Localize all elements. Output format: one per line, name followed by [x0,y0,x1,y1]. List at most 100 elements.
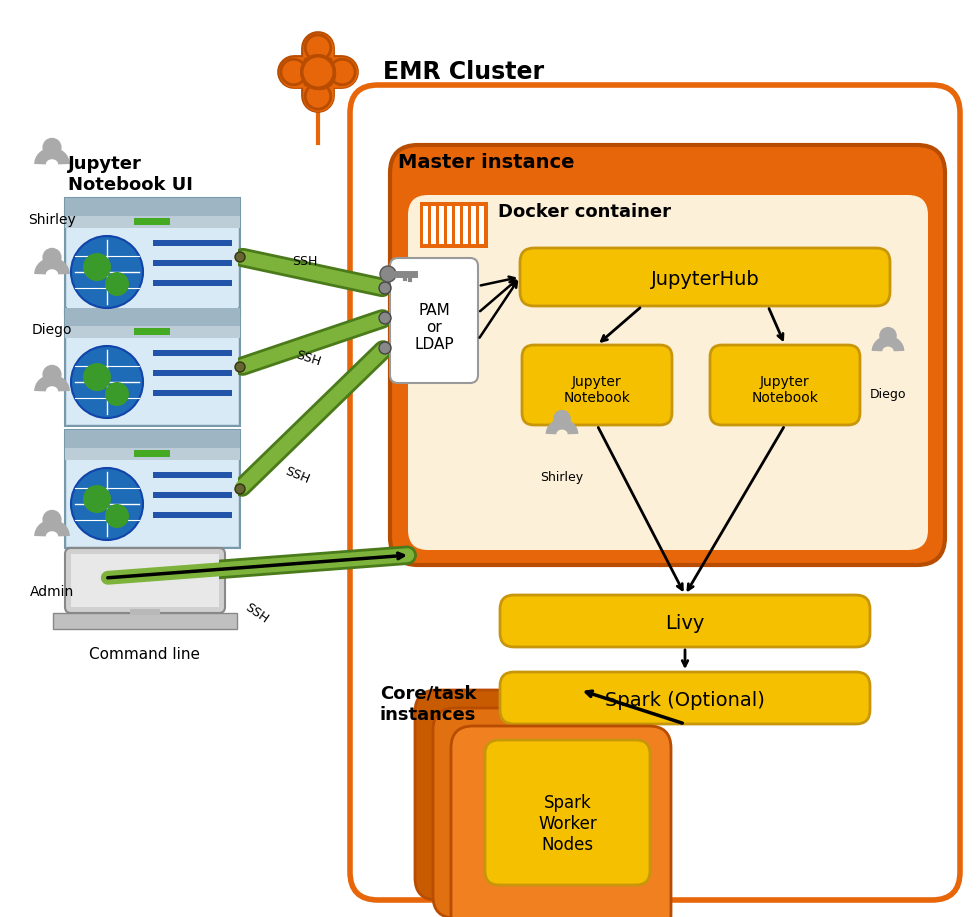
FancyBboxPatch shape [433,708,653,917]
Circle shape [83,485,111,513]
Text: Jupyter
Notebook: Jupyter Notebook [564,375,630,405]
Bar [447,206,452,244]
Bar [463,206,468,244]
FancyBboxPatch shape [390,258,478,383]
Circle shape [83,363,111,391]
Bar [53,613,237,629]
Bar [153,390,232,396]
Text: SSH: SSH [294,348,322,369]
Text: Shirley: Shirley [28,213,76,227]
Circle shape [71,346,143,418]
FancyBboxPatch shape [451,726,671,917]
Bar [65,448,240,460]
Bar [431,206,436,244]
FancyBboxPatch shape [415,690,635,900]
Bar [65,198,240,316]
Bar [65,430,240,448]
Bar [65,308,240,426]
Circle shape [380,266,396,282]
Text: Docker container: Docker container [498,203,671,221]
Bar [420,202,488,248]
Text: SSH: SSH [292,255,318,268]
Text: SSH: SSH [242,601,271,626]
Text: Jupyter
Notebook UI: Jupyter Notebook UI [68,155,192,193]
Bar [65,198,240,216]
Text: SSH: SSH [283,464,312,486]
Circle shape [879,326,897,345]
FancyBboxPatch shape [65,548,225,613]
Circle shape [105,382,129,406]
Text: Command line: Command line [90,647,200,662]
Text: Jupyter
Notebook: Jupyter Notebook [751,375,819,405]
Circle shape [305,83,331,109]
Text: Master instance: Master instance [398,153,574,172]
Circle shape [42,138,62,157]
Bar [67,228,238,314]
FancyBboxPatch shape [500,595,870,647]
Bar [67,460,238,546]
Circle shape [329,60,355,84]
Circle shape [71,236,143,308]
Bar [153,492,232,498]
Circle shape [42,510,62,529]
Text: Diego: Diego [870,388,907,401]
Bar [130,609,160,615]
Circle shape [235,362,245,372]
Text: Admin: Admin [30,585,74,599]
Bar [423,206,428,244]
Circle shape [42,248,62,267]
Circle shape [379,342,391,354]
Bar [65,216,240,228]
Bar [153,260,232,266]
Text: PAM
or
LDAP: PAM or LDAP [414,303,453,352]
Bar [153,512,232,518]
Circle shape [42,365,62,384]
Circle shape [305,35,331,61]
Circle shape [235,484,245,494]
Bar [65,430,240,548]
Circle shape [280,60,307,84]
FancyBboxPatch shape [710,345,860,425]
Bar [71,554,219,607]
Bar [67,338,238,424]
FancyBboxPatch shape [520,248,890,306]
Bar [153,472,232,478]
FancyBboxPatch shape [522,345,672,425]
Circle shape [379,282,391,294]
Circle shape [304,58,336,90]
FancyBboxPatch shape [408,195,928,550]
Circle shape [83,253,111,281]
Circle shape [379,312,391,324]
Circle shape [235,252,245,262]
Text: Spark (Optional): Spark (Optional) [605,691,765,710]
Text: Diego: Diego [31,323,72,337]
Text: Spark
Worker
Nodes: Spark Worker Nodes [538,794,597,854]
Bar [471,206,476,244]
Bar [455,206,460,244]
Bar [153,370,232,376]
Bar [439,206,444,244]
Circle shape [105,504,129,528]
Text: EMR Cluster: EMR Cluster [383,60,544,84]
Text: Livy: Livy [665,614,704,633]
FancyBboxPatch shape [485,740,650,885]
Circle shape [71,468,143,540]
Bar [479,206,484,244]
Text: JupyterHub: JupyterHub [651,270,759,289]
Bar [65,308,240,326]
Bar [134,218,170,225]
Circle shape [302,56,334,88]
FancyBboxPatch shape [500,672,870,724]
Bar [153,280,232,286]
Bar [153,350,232,356]
Circle shape [105,272,129,296]
Circle shape [302,56,334,88]
Bar [134,450,170,457]
Bar [65,326,240,338]
Text: Shirley: Shirley [540,471,583,484]
Bar [134,328,170,335]
Text: Core/task
instances: Core/task instances [380,685,477,724]
FancyBboxPatch shape [390,145,945,565]
Circle shape [553,410,571,427]
Bar [153,240,232,246]
